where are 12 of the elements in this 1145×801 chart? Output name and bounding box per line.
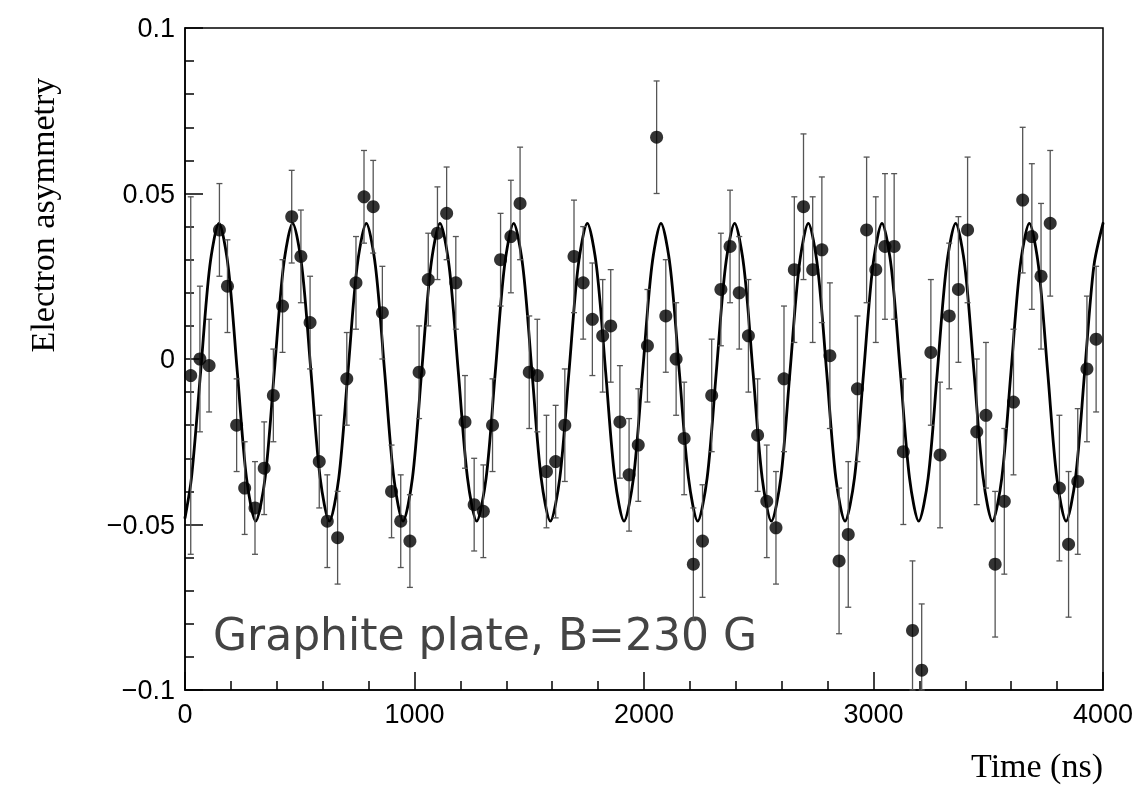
- y-tick-label: −0.05: [106, 509, 175, 540]
- x-tick-label: 3000: [843, 698, 904, 729]
- x-axis-title: Time (ns): [971, 746, 1103, 785]
- y-axis-title: Electron asymmetry: [23, 77, 61, 353]
- y-tick-label: 0.05: [122, 178, 175, 209]
- y-tick-label: −0.1: [121, 675, 175, 705]
- x-tick-label: 1000: [384, 698, 445, 729]
- x-tick-label: 4000: [1072, 698, 1134, 729]
- y-tick-label: 0: [159, 344, 175, 374]
- y-tick-label: 0.1: [137, 13, 175, 43]
- annotation: Graphite plate, B=230 G: [213, 608, 758, 660]
- x-tick-label: 2000: [613, 698, 675, 729]
